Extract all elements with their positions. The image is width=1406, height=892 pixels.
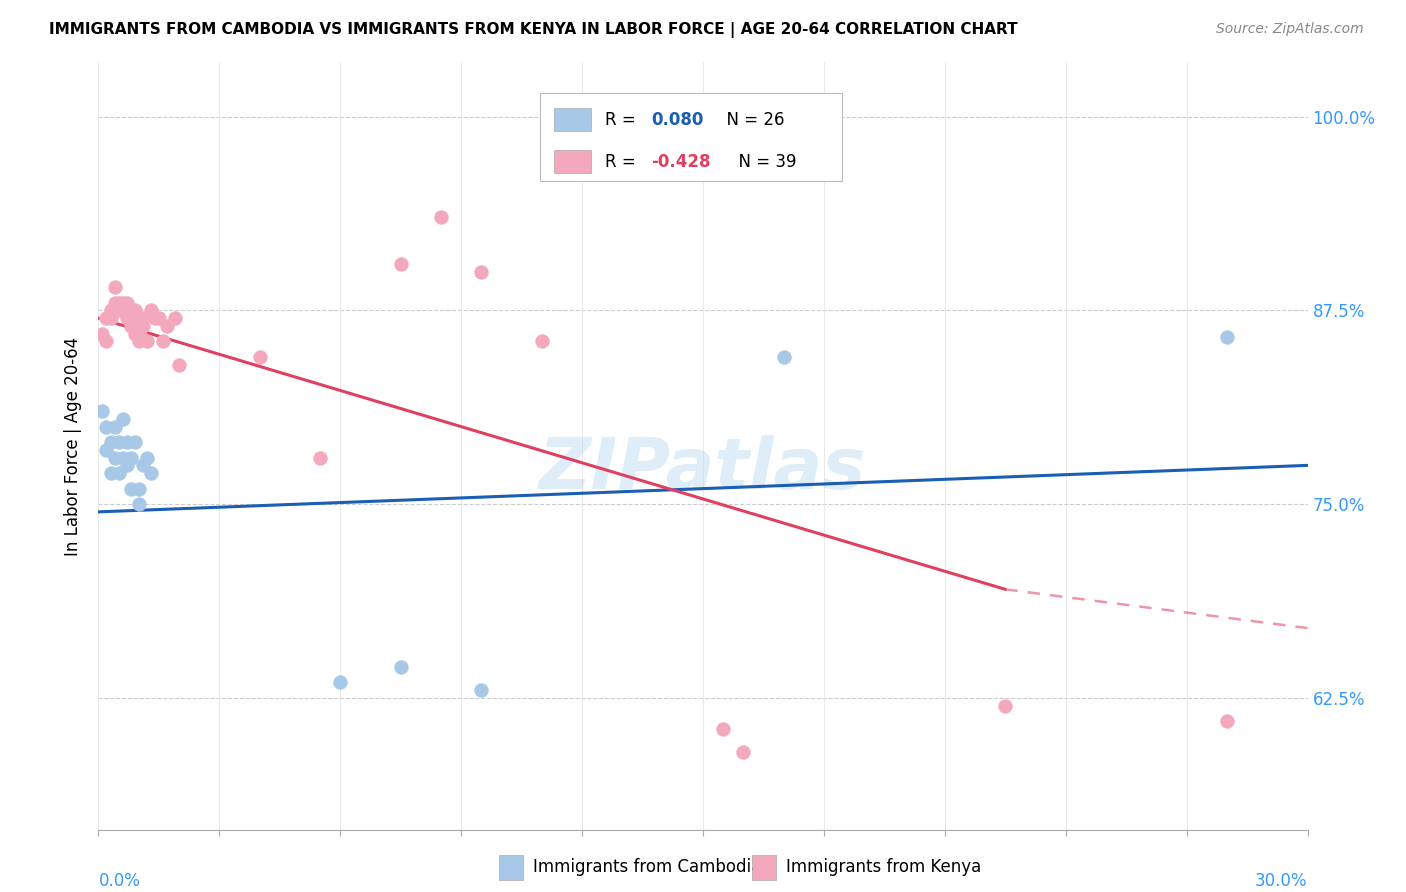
Text: R =: R = [605,153,641,171]
Text: 0.0%: 0.0% [98,871,141,889]
Point [103,450,125,465]
Text: 0.080: 0.080 [651,111,703,128]
Point [994,698,1017,713]
Point [128,334,150,349]
Point [120,450,142,465]
Point [111,295,134,310]
Point [163,311,186,326]
Point [733,745,755,759]
Point [107,303,129,318]
Point [124,303,146,318]
Point [1216,330,1239,344]
Text: R =: R = [605,111,641,128]
Point [152,334,174,349]
Point [100,311,122,326]
Point [530,334,553,349]
Point [115,435,138,450]
Point [96,311,118,326]
Text: N = 39: N = 39 [728,153,797,171]
Point [470,683,492,698]
Point [124,435,146,450]
Point [389,660,412,674]
Point [103,295,125,310]
Point [132,311,155,326]
Point [120,311,142,326]
Text: 30.0%: 30.0% [1256,871,1308,889]
Point [135,334,157,349]
Text: -0.428: -0.428 [651,153,710,171]
Y-axis label: In Labor Force | Age 20-64: In Labor Force | Age 20-64 [65,336,83,556]
Point [389,257,412,271]
Point [249,350,271,364]
Point [148,311,170,326]
Point [132,318,155,333]
Point [111,450,134,465]
Text: Immigrants from Kenya: Immigrants from Kenya [786,858,981,876]
Point [329,675,352,690]
Point [107,435,129,450]
Point [100,466,122,480]
Point [124,326,146,341]
Bar [554,108,591,131]
Text: ZIPatlas: ZIPatlas [540,434,866,503]
Point [139,303,162,318]
Point [132,458,155,473]
Point [128,482,150,496]
Text: Source: ZipAtlas.com: Source: ZipAtlas.com [1216,22,1364,37]
Point [139,466,162,480]
Point [430,211,453,225]
Point [107,295,129,310]
Point [115,458,138,473]
Point [167,358,190,372]
Point [107,466,129,480]
Point [772,350,794,364]
Point [100,435,122,450]
Point [1216,714,1239,728]
Point [91,326,114,341]
Point [143,311,166,326]
Point [115,311,138,326]
Point [120,482,142,496]
Point [103,280,125,294]
Bar [540,93,842,181]
Point [111,303,134,318]
Point [115,295,138,310]
Point [96,419,118,434]
Bar [554,151,591,173]
Point [128,497,150,511]
Point [135,450,157,465]
Point [96,442,118,457]
Point [111,412,134,426]
Point [103,419,125,434]
Point [100,303,122,318]
Point [96,334,118,349]
Point [91,404,114,418]
Text: Immigrants from Cambodia: Immigrants from Cambodia [533,858,761,876]
Point [156,318,179,333]
Point [711,722,734,736]
Point [120,318,142,333]
Point [309,450,332,465]
Point [470,265,492,279]
Text: N = 26: N = 26 [716,111,785,128]
Text: IMMIGRANTS FROM CAMBODIA VS IMMIGRANTS FROM KENYA IN LABOR FORCE | AGE 20-64 COR: IMMIGRANTS FROM CAMBODIA VS IMMIGRANTS F… [49,22,1018,38]
Point [128,326,150,341]
